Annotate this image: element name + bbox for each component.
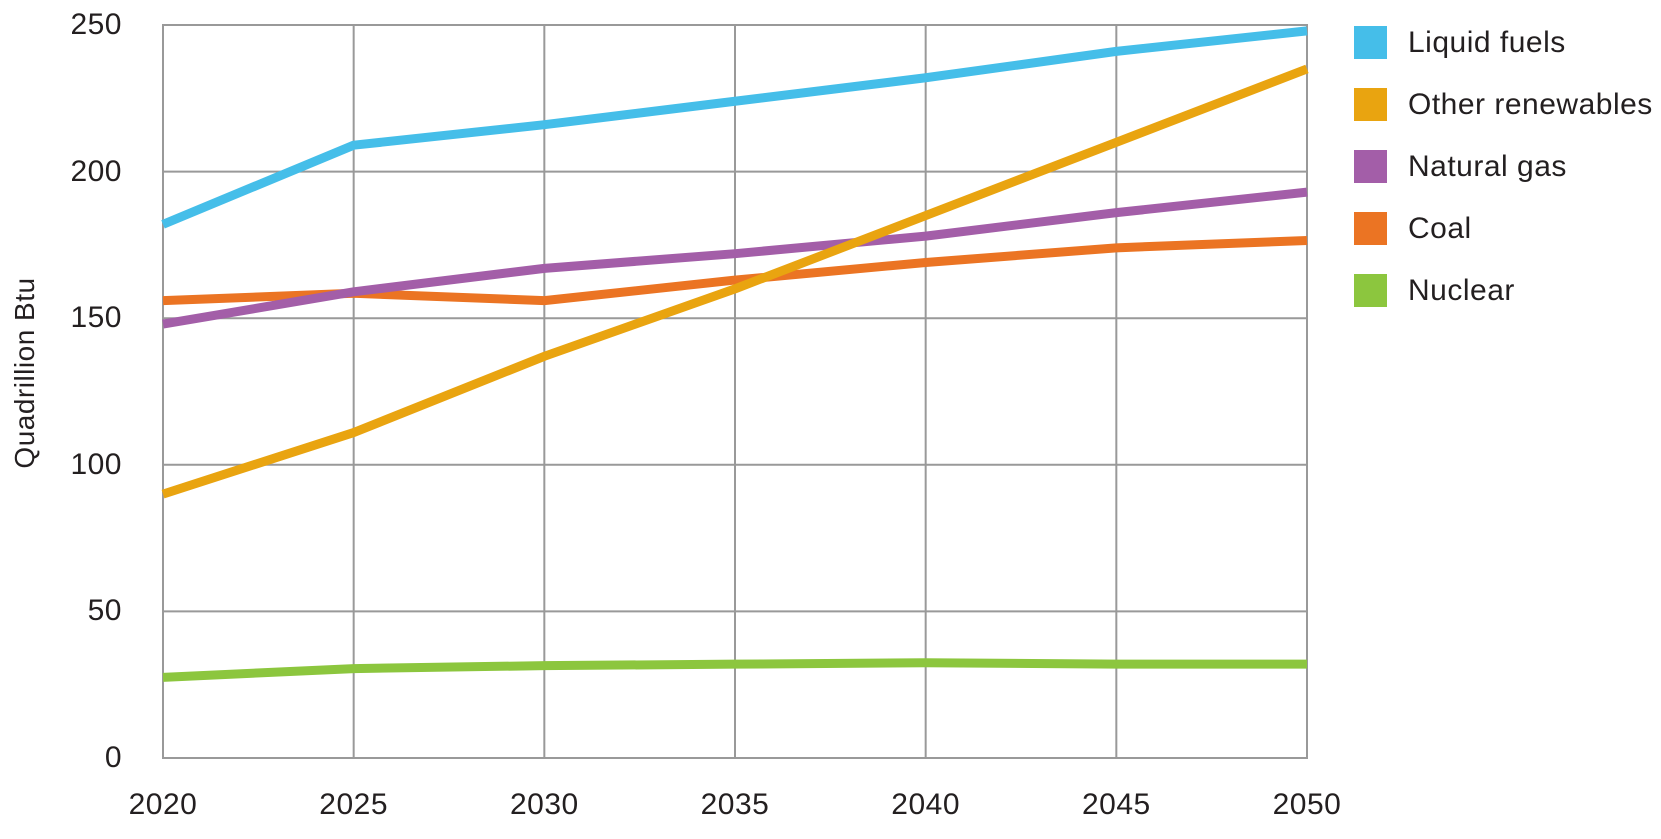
y-axis-title: Quadrillion Btu	[9, 277, 40, 469]
x-tick-label-2025: 2025	[319, 788, 389, 821]
legend-label: Natural gas	[1408, 150, 1567, 183]
legend-item-natural-gas: Natural gas	[1354, 150, 1653, 183]
x-tick-label-2030: 2030	[509, 788, 579, 821]
y-tick-label-100: 100	[70, 447, 122, 481]
y-tick-label-250: 250	[70, 8, 122, 41]
legend-swatch-icon	[1354, 212, 1387, 245]
x-tick-label-2045: 2045	[1081, 788, 1151, 821]
legend-item-other-renewables: Other renewables	[1354, 88, 1653, 121]
legend-item-liquid-fuels: Liquid fuels	[1354, 26, 1653, 59]
line-other-renewables	[161, 64, 1309, 499]
legend-swatch-icon	[1354, 88, 1387, 121]
legend-item-nuclear: Nuclear	[1354, 274, 1653, 307]
x-tick-label-2040: 2040	[891, 788, 961, 821]
legend-label: Liquid fuels	[1408, 26, 1566, 59]
legend-label: Nuclear	[1408, 274, 1515, 307]
y-tick-label-0: 0	[104, 741, 122, 774]
legend-label: Other renewables	[1408, 88, 1653, 121]
x-tick-label-2035: 2035	[700, 788, 770, 821]
x-tick-label-2020: 2020	[128, 788, 198, 821]
y-tick-label-50: 50	[87, 594, 122, 628]
legend-swatch-icon	[1354, 274, 1387, 307]
legend: Liquid fuels Other renewables Natural gas C…	[1354, 26, 1653, 336]
line-nuclear	[162, 658, 1307, 682]
line-natural-gas	[162, 187, 1308, 329]
legend-label: Coal	[1408, 212, 1472, 245]
y-tick-label-150: 150	[70, 301, 122, 335]
line-liquid-fuels	[161, 26, 1308, 229]
y-tick-label-200: 200	[70, 154, 122, 188]
legend-swatch-icon	[1354, 150, 1387, 183]
legend-item-coal: Coal	[1354, 212, 1653, 245]
x-tick-label-2050: 2050	[1272, 788, 1342, 821]
legend-swatch-icon	[1354, 26, 1387, 59]
